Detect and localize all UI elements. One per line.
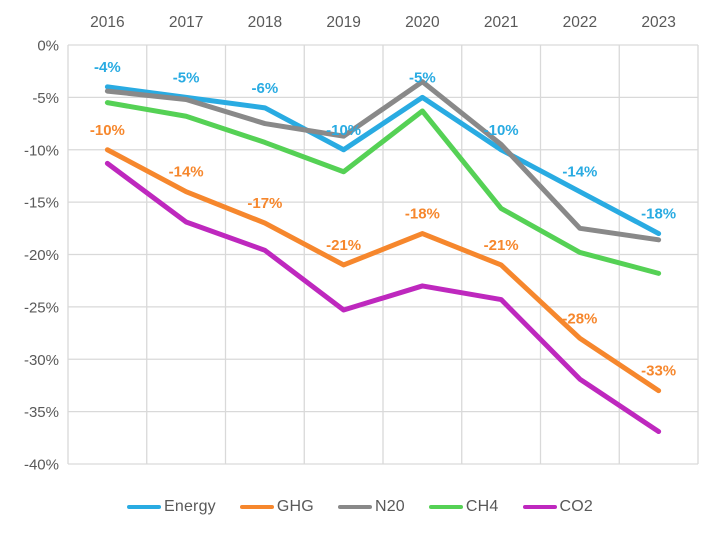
legend-item-energy: Energy xyxy=(126,498,216,516)
legend-item-ghg: GHG xyxy=(239,498,314,516)
data-label-energy: -18% xyxy=(641,206,676,223)
legend-label-ghg: GHG xyxy=(276,498,314,515)
legend-label-energy: Energy xyxy=(163,498,216,515)
legend-item-ch4: CH4 xyxy=(428,498,499,516)
y-tick-label: -40% xyxy=(24,457,59,474)
data-label-energy: -14% xyxy=(562,164,597,181)
y-tick-label: -30% xyxy=(24,352,59,369)
legend-label-n20: N20 xyxy=(374,498,405,515)
x-tick-label: 2022 xyxy=(563,14,597,31)
data-label-energy: -6% xyxy=(252,80,279,97)
data-label-ghg: -21% xyxy=(484,237,519,254)
y-tick-label: -10% xyxy=(24,142,59,159)
y-tick-label: -15% xyxy=(24,195,59,212)
y-tick-label: -20% xyxy=(24,247,59,264)
data-label-energy: -4% xyxy=(94,59,121,76)
data-label-ghg: -14% xyxy=(169,164,204,181)
x-tick-label: 2019 xyxy=(326,14,360,31)
data-label-ghg: -18% xyxy=(405,206,440,223)
x-tick-label: 2017 xyxy=(169,14,203,31)
legend-swatch-n20 xyxy=(337,504,372,510)
data-label-energy: -5% xyxy=(409,69,436,86)
y-tick-label: 0% xyxy=(37,38,59,55)
legend-item-co2: CO2 xyxy=(522,498,594,516)
data-label-energy: -10% xyxy=(484,122,519,139)
legend-swatch-ch4 xyxy=(428,504,463,510)
series-line-ghg xyxy=(104,147,662,394)
y-tick-label: -35% xyxy=(24,404,59,421)
legend-item-n20: N20 xyxy=(337,498,405,516)
legend-swatch-ghg xyxy=(239,504,274,510)
chart-legend: Energy GHG N20 CH4 CO2 xyxy=(0,492,720,522)
data-label-ghg: -17% xyxy=(247,195,282,212)
legend-label-ch4: CH4 xyxy=(465,498,499,515)
line-chart: 0% -5% -10% -15% -20% -25% -30% -35% -40% 2016 201… xyxy=(24,14,699,474)
y-tick-label: -25% xyxy=(24,299,59,316)
data-label-ghg: -33% xyxy=(641,363,676,380)
legend-swatch-energy xyxy=(126,504,161,510)
data-label-ghg: -21% xyxy=(326,237,361,254)
series-line-co2 xyxy=(104,160,662,435)
legend-label-co2: CO2 xyxy=(559,498,593,515)
series-line-n20 xyxy=(104,79,662,243)
data-label-ghg: -28% xyxy=(562,310,597,327)
x-tick-label: 2016 xyxy=(90,14,124,31)
legend-swatch-co2 xyxy=(522,504,557,510)
series-line-energy xyxy=(104,84,662,237)
data-label-ghg: -10% xyxy=(90,122,125,139)
series-line-ch4 xyxy=(104,100,662,276)
x-tick-label: 2021 xyxy=(484,14,518,31)
y-tick-label: -5% xyxy=(32,90,59,107)
data-label-energy: -10% xyxy=(326,122,361,139)
data-label-energy: -5% xyxy=(173,69,200,86)
x-tick-label: 2020 xyxy=(405,14,440,31)
x-tick-label: 2023 xyxy=(641,14,675,31)
x-tick-label: 2018 xyxy=(248,14,282,31)
